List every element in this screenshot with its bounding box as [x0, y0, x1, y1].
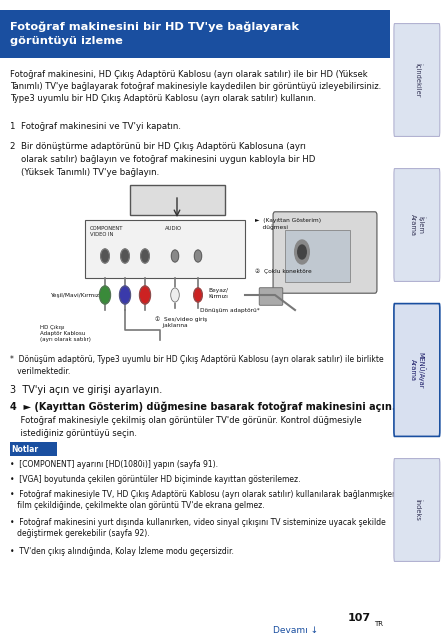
Bar — [85, 220, 245, 278]
Circle shape — [194, 288, 202, 302]
Circle shape — [99, 286, 111, 304]
Text: Beyaz/
Kırmızı: Beyaz/ Kırmızı — [208, 288, 228, 299]
Text: ►  (Kayıttan Gösterim)
    düğmesi: ► (Kayıttan Gösterim) düğmesi — [255, 218, 321, 230]
Text: Notlar: Notlar — [12, 445, 39, 454]
FancyBboxPatch shape — [394, 303, 440, 436]
Text: •  Fotoğraf makinesiyle TV, HD Çıkış Adaptörü Kablosu (ayrı olarak satılır) kull: • Fotoğraf makinesiyle TV, HD Çıkış Adap… — [10, 490, 396, 511]
Circle shape — [171, 250, 179, 262]
Text: MENÜ/Ayar
Arama: MENÜ/Ayar Arama — [410, 352, 425, 388]
Circle shape — [140, 286, 150, 304]
Text: Fotoğraf makinesiyle çekilmiş olan görüntüler TV'de görünür. Kontrol düğmesiyle: Fotoğraf makinesiyle çekilmiş olan görün… — [10, 416, 362, 425]
FancyBboxPatch shape — [394, 459, 440, 561]
Text: Dönüşüm adaptörü*: Dönüşüm adaptörü* — [200, 308, 260, 313]
Text: ①  Ses/video giriş
    jaklarına: ① Ses/video giriş jaklarına — [155, 316, 207, 328]
FancyBboxPatch shape — [259, 288, 283, 305]
Text: HD Çıkışı
Adaptör Kablosu
(ayrı olarak satılır): HD Çıkışı Adaptör Kablosu (ayrı olarak s… — [40, 325, 91, 342]
FancyBboxPatch shape — [394, 168, 440, 282]
Text: Fotoğraf makinesini bir HD TV'ye bağlayarak
görüntüyü izleme: Fotoğraf makinesini bir HD TV'ye bağlaya… — [10, 22, 299, 46]
Text: Yeşil/Mavi/Kırmızı: Yeşil/Mavi/Kırmızı — [50, 292, 101, 298]
Text: AUDIO: AUDIO — [165, 226, 182, 231]
Circle shape — [194, 250, 202, 262]
Text: COMPONENT
VIDEO IN: COMPONENT VIDEO IN — [90, 226, 124, 237]
Circle shape — [121, 249, 129, 263]
Circle shape — [120, 286, 131, 304]
Text: Fotoğraf makinesini, HD Çıkış Adaptörü Kablosu (ayrı olarak satılır) ile bir HD : Fotoğraf makinesini, HD Çıkış Adaptörü K… — [10, 70, 381, 103]
Text: Devamı ↓: Devamı ↓ — [273, 626, 318, 635]
Circle shape — [141, 249, 149, 263]
Text: TR: TR — [374, 621, 384, 627]
Text: 2  Bir dönüştürme adaptörünü bir HD Çıkış Adaptörü Kablosuna (ayrı: 2 Bir dönüştürme adaptörünü bir HD Çıkış… — [10, 142, 306, 151]
Bar — [130, 185, 225, 215]
Text: 1  Fotoğraf makinesini ve TV'yi kapatın.: 1 Fotoğraf makinesini ve TV'yi kapatın. — [10, 122, 181, 131]
Circle shape — [171, 288, 179, 302]
Text: •  [VGA] boyutunda çekilen görüntüler HD biçiminde kayıttan gösterilemez.: • [VGA] boyutunda çekilen görüntüler HD … — [10, 475, 300, 484]
Text: •  TV'den çıkış alındığında, Kolay İzleme modu geçersizdir.: • TV'den çıkış alındığında, Kolay İzleme… — [10, 546, 234, 556]
Text: *  Dönüşüm adaptörü, Type3 uyumlu bir HD Çıkış Adaptörü Kablosu (ayrı olarak sat: * Dönüşüm adaptörü, Type3 uyumlu bir HD … — [10, 355, 384, 376]
Text: 107: 107 — [347, 613, 371, 623]
Text: (Yüksek Tanımlı) TV'ye bağlayın.: (Yüksek Tanımlı) TV'ye bağlayın. — [10, 168, 159, 177]
Circle shape — [101, 249, 109, 263]
Bar — [10, 442, 57, 456]
Text: olarak satılır) bağlayın ve fotoğraf makinesini uygun kabloyla bir HD: olarak satılır) bağlayın ve fotoğraf mak… — [10, 155, 315, 164]
Circle shape — [295, 240, 310, 264]
Circle shape — [298, 245, 306, 259]
Text: ②  Çoklu konektöre: ② Çoklu konektöre — [255, 268, 312, 273]
Text: •  Fotoğraf makinesini yurt dışında kullanırken, video sinyal çıkışını TV sistem: • Fotoğraf makinesini yurt dışında kulla… — [10, 518, 385, 538]
Text: İşlem
Arama: İşlem Arama — [410, 214, 425, 236]
Bar — [285, 230, 350, 282]
Text: İndeks: İndeks — [415, 499, 421, 521]
Text: İçindekiler: İçindekiler — [414, 63, 422, 97]
Text: •  [COMPONENT] ayarını [HD(1080i)] yapın (sayfa 91).: • [COMPONENT] ayarını [HD(1080i)] yapın … — [10, 460, 218, 469]
Text: istediğiniz görüntüyü seçin.: istediğiniz görüntüyü seçin. — [10, 429, 137, 438]
Text: 4  ► (Kayıttan Gösterim) düğmesine basarak fotoğraf makinesini açın.: 4 ► (Kayıttan Gösterim) düğmesine basara… — [10, 402, 395, 413]
FancyBboxPatch shape — [273, 212, 377, 293]
Bar — [0, 10, 390, 58]
Text: 3  TV'yi açın ve girişi ayarlayın.: 3 TV'yi açın ve girişi ayarlayın. — [10, 385, 162, 395]
FancyBboxPatch shape — [394, 24, 440, 136]
